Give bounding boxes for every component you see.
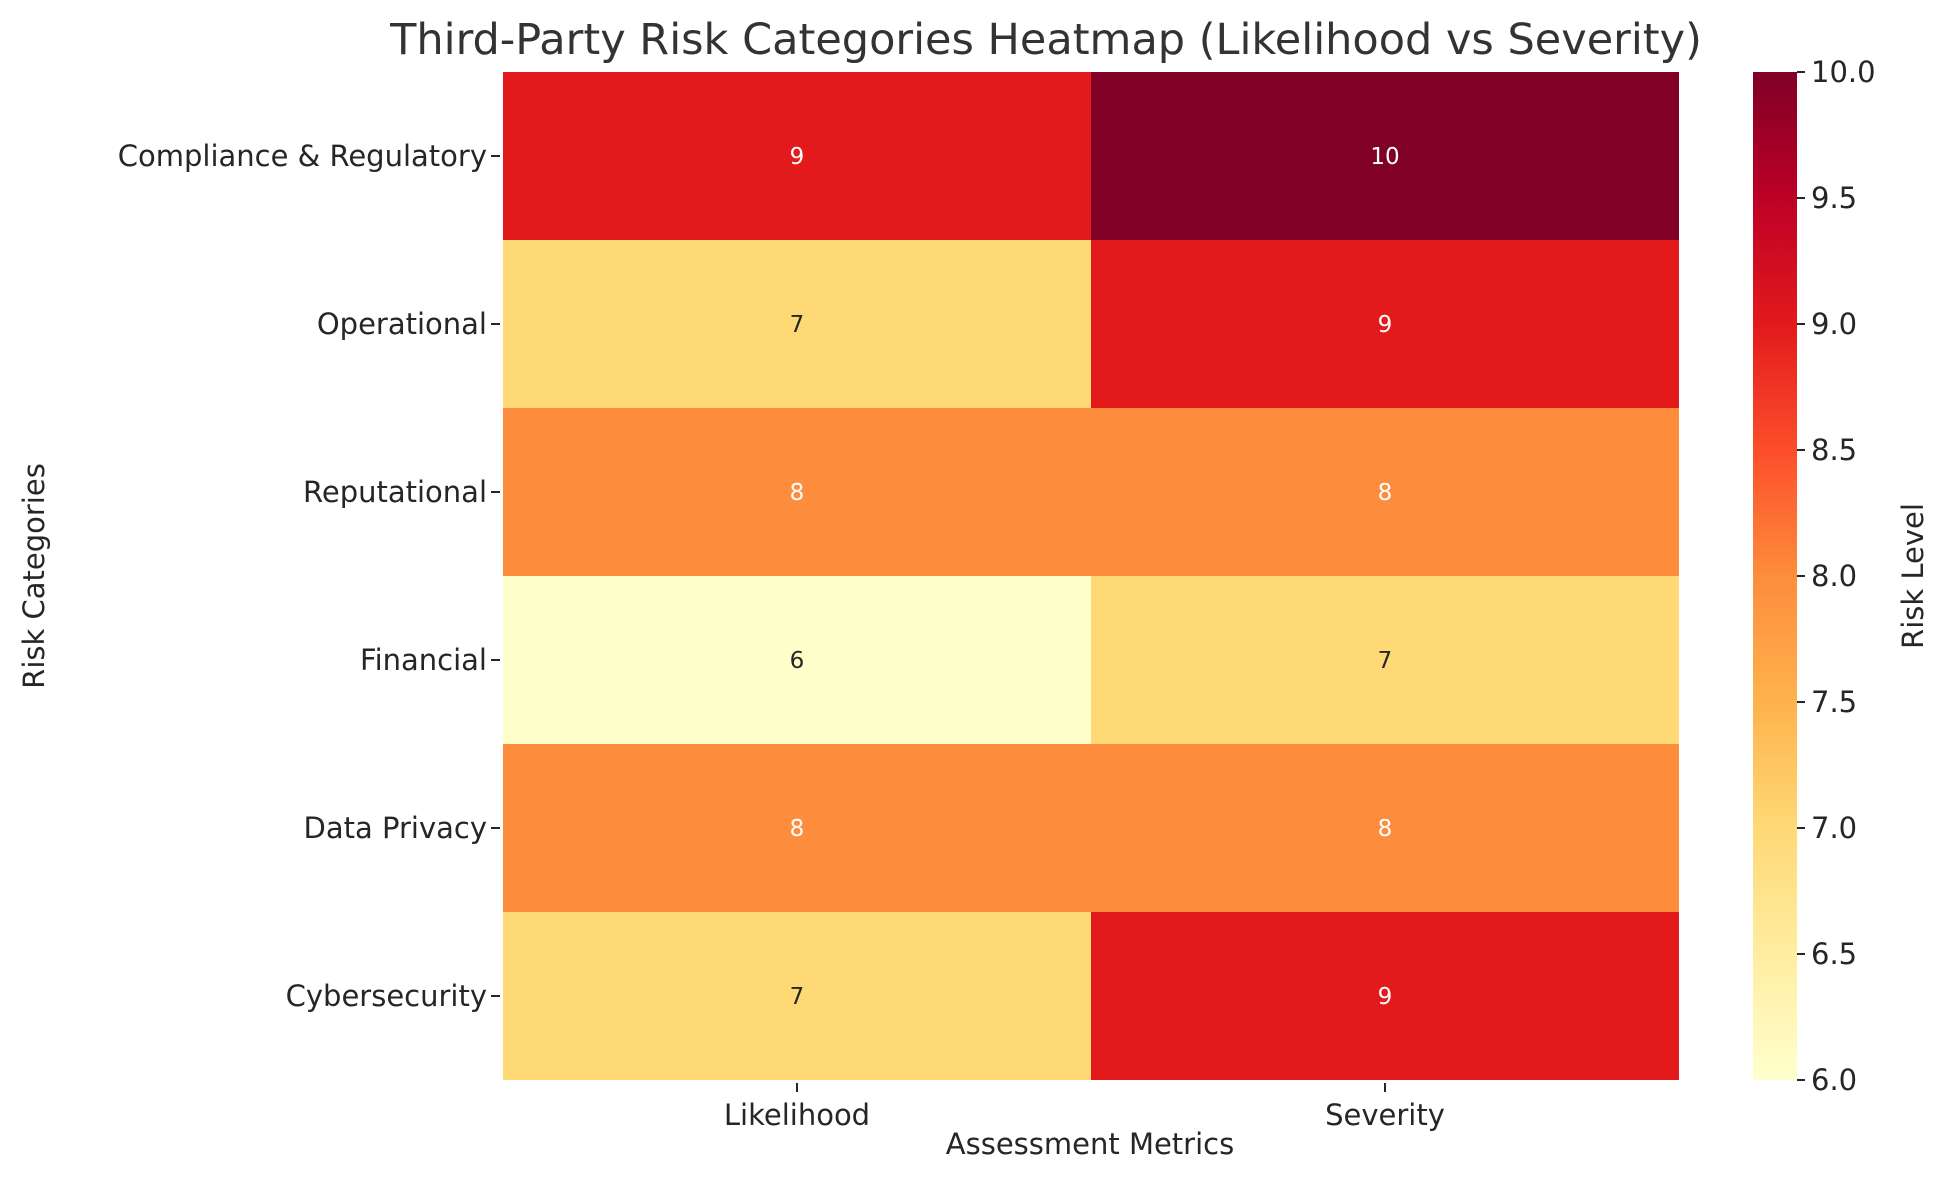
- colorbar-tick-label: 8.5: [1811, 433, 1857, 467]
- heatmap-cell: [1091, 72, 1679, 240]
- y-tick-label-data-privacy: Data Privacy: [304, 811, 487, 845]
- y-axis-label: Risk Categories: [17, 463, 51, 689]
- colorbar-tick-label: 8.0: [1811, 559, 1857, 593]
- cell-value-label: 7: [790, 984, 805, 1010]
- cell-value-label: 8: [790, 816, 805, 842]
- colorbar-tick-label: 6.5: [1811, 937, 1857, 971]
- cell-value-label: 9: [1378, 984, 1393, 1010]
- colorbar-tick-label: 6.0: [1811, 1063, 1857, 1097]
- chart-title: Third-Party Risk Categories Heatmap (Lik…: [389, 15, 1702, 65]
- heatmap-cell: [1091, 744, 1679, 912]
- y-tick-label-operational: Operational: [317, 307, 487, 341]
- cell-value-label: 10: [1370, 144, 1399, 170]
- heatmap-cell: [1091, 408, 1679, 576]
- colorbar: 6.0 6.5 7.0 7.5 8.0 8.5 9.0 9.5 10.0 Risk Level: [1753, 55, 1930, 1097]
- cell-value-label: 8: [1378, 480, 1393, 506]
- colorbar-tick-label: 9.0: [1811, 307, 1857, 341]
- heatmap-cell: [503, 576, 1091, 744]
- cell-value-label: 7: [1378, 648, 1393, 674]
- colorbar-tick-label: 9.5: [1811, 181, 1857, 215]
- cell-value-labels: 9 10 7 9 8 8 6 7 8 8 7 9: [790, 144, 1400, 1010]
- cell-value-label: 9: [790, 144, 805, 170]
- colorbar-gradient: [1753, 72, 1797, 1080]
- cell-value-label: 7: [790, 312, 805, 338]
- y-tick-label-financial: Financial: [360, 643, 487, 677]
- colorbar-tick-label: 10.0: [1811, 55, 1876, 89]
- colorbar-tick-label: 7.0: [1811, 811, 1857, 845]
- cell-value-label: 9: [1378, 312, 1393, 338]
- x-axis-label: Assessment Metrics: [946, 1127, 1234, 1161]
- heatmap-cell: [503, 72, 1091, 240]
- heatmap-cell: [503, 912, 1091, 1080]
- heatmap-cell: [503, 744, 1091, 912]
- heatmap-cell: [503, 408, 1091, 576]
- heatmap-cell: [503, 240, 1091, 408]
- y-tick-label-reputational: Reputational: [303, 475, 487, 509]
- heatmap-cells: [503, 72, 1679, 1080]
- y-axis: Compliance & Regulatory Operational Reputa…: [118, 139, 500, 1013]
- y-tick-label-compliance-regulatory: Compliance & Regulatory: [118, 139, 487, 173]
- x-axis: Likelihood Severity: [724, 1083, 1445, 1132]
- cell-value-label: 8: [790, 480, 805, 506]
- y-tick-label-cybersecurity: Cybersecurity: [286, 979, 487, 1013]
- heatmap-cell: [1091, 576, 1679, 744]
- cell-value-label: 6: [790, 648, 805, 674]
- colorbar-tick-label: 7.5: [1811, 685, 1857, 719]
- x-tick-label-severity: Severity: [1325, 1098, 1445, 1132]
- heatmap-cell: [1091, 912, 1679, 1080]
- cell-value-label: 8: [1378, 816, 1393, 842]
- colorbar-ticks: 6.0 6.5 7.0 7.5 8.0 8.5 9.0 9.5 10.0: [1797, 55, 1876, 1097]
- heatmap-cell: [1091, 240, 1679, 408]
- x-tick-label-likelihood: Likelihood: [724, 1098, 870, 1132]
- colorbar-label: Risk Level: [1896, 503, 1930, 649]
